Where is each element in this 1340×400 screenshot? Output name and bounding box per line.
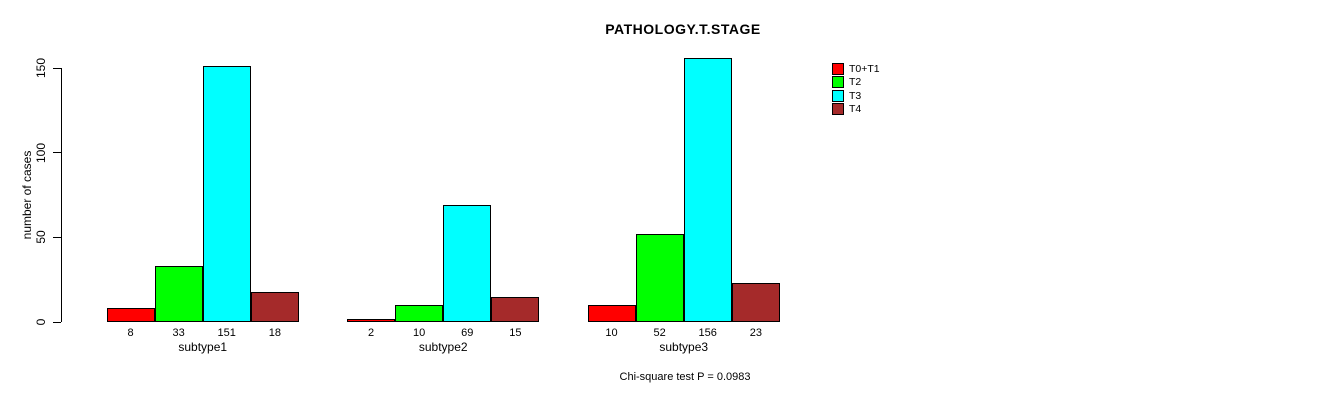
bar-value-label: 8 (127, 327, 134, 339)
bar (347, 318, 396, 322)
y-tick-mark (53, 321, 61, 323)
legend: T0+T1 T2 T3 T4 (832, 62, 880, 116)
y-tick-mark (53, 152, 61, 154)
legend-row: T3 (832, 89, 880, 103)
bar-value-label: 18 (268, 327, 281, 339)
bar (202, 66, 251, 322)
legend-label: T4 (849, 103, 862, 116)
y-tick-label: 0 (34, 318, 48, 326)
y-tick-mark (53, 67, 61, 69)
bar-value-label: 10 (413, 327, 426, 339)
bar (635, 233, 684, 322)
legend-swatch (832, 62, 844, 75)
bar (154, 266, 203, 322)
y-tick-mark (53, 236, 61, 238)
bar-value-label: 69 (461, 327, 474, 339)
category-label: subtype2 (418, 340, 468, 354)
legend-swatch (832, 89, 844, 102)
bar-value-label: 156 (698, 327, 717, 339)
y-tick-label: 100 (34, 142, 48, 163)
legend-label: T2 (849, 76, 862, 89)
y-axis-label: number of cases (20, 150, 34, 240)
bar-value-label: 2 (367, 327, 375, 339)
legend-swatch (832, 103, 844, 116)
bar (395, 305, 444, 322)
y-tick-label: 50 (34, 230, 48, 245)
bar-value-label: 151 (217, 327, 236, 339)
bar-value-label: 15 (509, 327, 522, 339)
legend-swatch (832, 76, 844, 89)
bar-value-label: 10 (605, 327, 618, 339)
bar (443, 205, 492, 322)
bar (731, 283, 780, 322)
legend-row: T4 (832, 103, 880, 117)
bar (683, 57, 732, 322)
bar-value-label: 23 (749, 327, 762, 339)
category-label: subtype3 (659, 340, 709, 354)
legend-label: T3 (849, 89, 862, 102)
bar (491, 296, 540, 322)
bar (587, 305, 636, 322)
bar-value-label: 33 (172, 327, 185, 339)
legend-row: T2 (832, 76, 880, 90)
y-axis-line (61, 68, 62, 322)
y-tick-label: 150 (34, 57, 48, 79)
category-label: subtype1 (178, 340, 228, 354)
bar (106, 308, 155, 322)
legend-row: T0+T1 (832, 62, 880, 76)
chi-square-note: Chi-square test P = 0.0983 (619, 371, 751, 383)
legend-label: T0+T1 (849, 62, 880, 75)
chart-title: PATHOLOGY.T.STAGE (605, 21, 761, 37)
bar (250, 291, 299, 322)
bar-value-label: 52 (653, 327, 666, 339)
